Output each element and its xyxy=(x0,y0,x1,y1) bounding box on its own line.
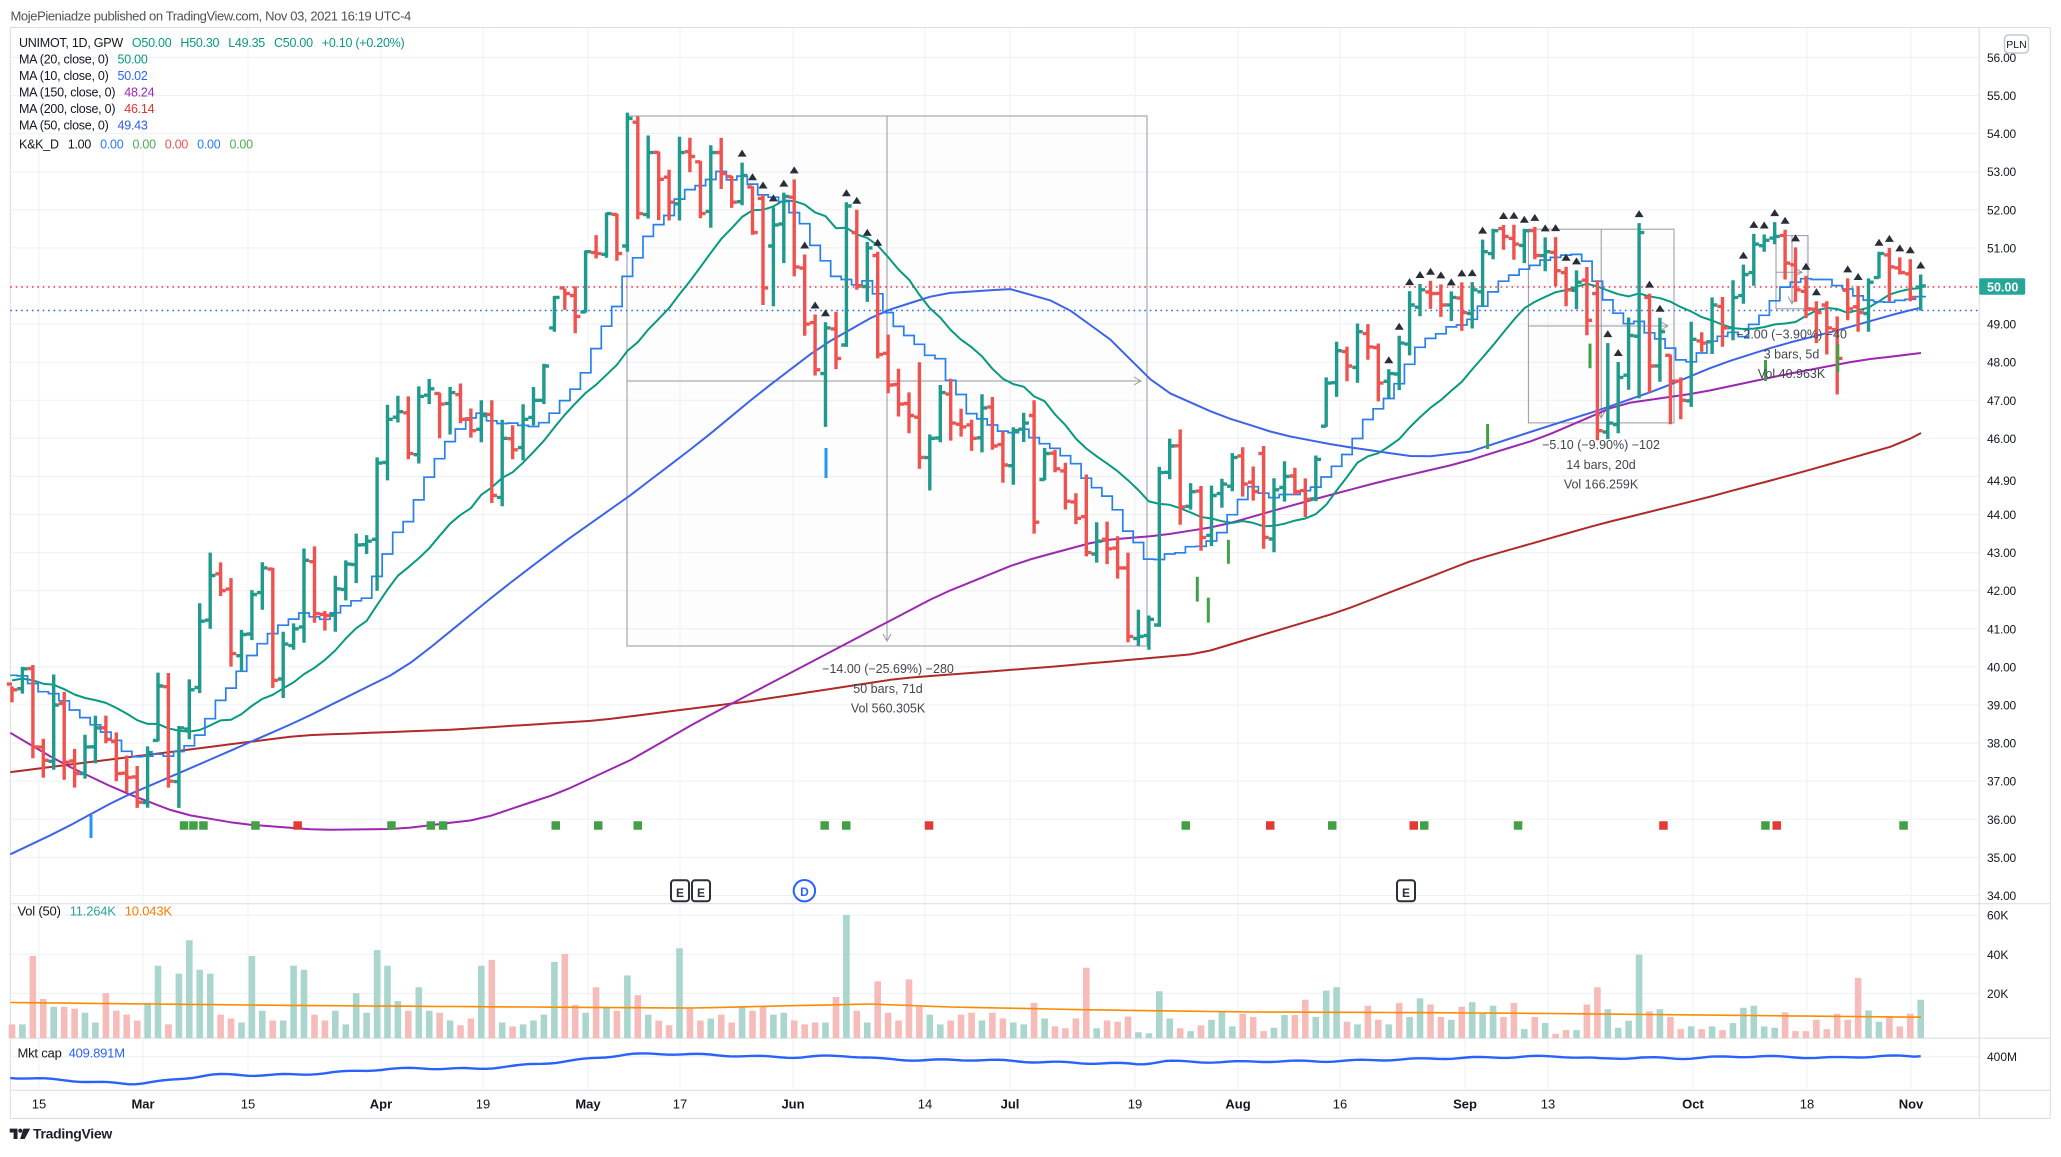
svg-text:E: E xyxy=(1402,886,1410,900)
svg-text:53.00: 53.00 xyxy=(1987,165,2017,179)
svg-text:49.00: 49.00 xyxy=(1987,318,2017,332)
svg-text:47.00: 47.00 xyxy=(1987,394,2017,408)
svg-text:E: E xyxy=(676,886,684,900)
svg-text:36.00: 36.00 xyxy=(1987,813,2017,827)
svg-text:60K: 60K xyxy=(1987,909,2008,923)
svg-text:19: 19 xyxy=(1128,1097,1142,1112)
svg-text:MojePieniadze published on Tra: MojePieniadze published on TradingView.c… xyxy=(11,9,412,24)
svg-text:Vol 560.305K: Vol 560.305K xyxy=(851,702,926,716)
svg-text:K&K_D1.000.000.000.000.000.00: K&K_D 1.00 0.00 0.00 0.00 0.00 0.00 xyxy=(19,137,253,151)
svg-text:38.00: 38.00 xyxy=(1987,737,2017,751)
svg-text:40K: 40K xyxy=(1987,948,2008,962)
svg-text:14: 14 xyxy=(918,1097,932,1112)
svg-text:43.00: 43.00 xyxy=(1987,546,2017,560)
svg-text:40.00: 40.00 xyxy=(1987,660,2017,674)
svg-text:Oct: Oct xyxy=(1682,1097,1704,1112)
svg-text:19: 19 xyxy=(476,1097,490,1112)
svg-text:TradingView: TradingView xyxy=(33,1126,112,1142)
svg-text:50 bars, 71d: 50 bars, 71d xyxy=(853,682,923,696)
svg-text:55.00: 55.00 xyxy=(1987,89,2017,103)
svg-text:MA (200, close, 0)46.14: MA (200, close, 0) 46.14 xyxy=(19,102,155,116)
svg-text:Mar: Mar xyxy=(131,1097,154,1112)
svg-text:44.00: 44.00 xyxy=(1987,508,2017,522)
svg-text:35.00: 35.00 xyxy=(1987,851,2017,865)
svg-text:44.90: 44.90 xyxy=(1987,474,2017,488)
svg-text:39.00: 39.00 xyxy=(1987,699,2017,713)
svg-text:56.00: 56.00 xyxy=(1987,51,2017,65)
svg-text:MA (20, close, 0)50.00: MA (20, close, 0) 50.00 xyxy=(19,53,148,67)
svg-text:14 bars, 20d: 14 bars, 20d xyxy=(1566,458,1636,472)
svg-text:Jun: Jun xyxy=(781,1097,804,1112)
svg-text:D: D xyxy=(800,885,809,899)
svg-text:−14.00 (−25.69%) −280: −14.00 (−25.69%) −280 xyxy=(822,662,954,676)
svg-text:Apr: Apr xyxy=(370,1097,392,1112)
svg-text:Aug: Aug xyxy=(1225,1097,1250,1112)
svg-text:42.00: 42.00 xyxy=(1987,584,2017,598)
svg-text:Sep: Sep xyxy=(1453,1097,1477,1112)
svg-text:May: May xyxy=(575,1097,601,1112)
svg-text:Jul: Jul xyxy=(1001,1097,1020,1112)
svg-text:E: E xyxy=(697,886,705,900)
svg-text:PLN: PLN xyxy=(2006,39,2026,51)
svg-text:17: 17 xyxy=(673,1097,687,1112)
svg-text:Nov: Nov xyxy=(1899,1097,1924,1112)
svg-text:MA (50, close, 0)49.43: MA (50, close, 0) 49.43 xyxy=(19,119,148,133)
svg-text:15: 15 xyxy=(241,1097,255,1112)
svg-text:−2.00 (−3.90%) −40: −2.00 (−3.90%) −40 xyxy=(1736,328,1847,342)
svg-text:13: 13 xyxy=(1541,1097,1555,1112)
svg-text:16: 16 xyxy=(1333,1097,1347,1112)
svg-text:37.00: 37.00 xyxy=(1987,775,2017,789)
svg-text:Vol 40.963K: Vol 40.963K xyxy=(1758,367,1826,381)
svg-text:−5.10 (−9.90%) −102: −5.10 (−9.90%) −102 xyxy=(1542,438,1660,452)
svg-text:MA (150, close, 0)48.24: MA (150, close, 0) 48.24 xyxy=(19,86,155,100)
svg-text:46.00: 46.00 xyxy=(1987,432,2017,446)
svg-text:MA (10, close, 0)50.02: MA (10, close, 0) 50.02 xyxy=(19,69,148,83)
svg-text:54.00: 54.00 xyxy=(1987,127,2017,141)
svg-text:41.00: 41.00 xyxy=(1987,622,2017,636)
svg-text:50.00: 50.00 xyxy=(1987,281,2018,295)
svg-text:48.00: 48.00 xyxy=(1987,356,2017,370)
svg-text:18: 18 xyxy=(1800,1097,1814,1112)
svg-text:51.00: 51.00 xyxy=(1987,241,2017,255)
svg-text:3 bars, 5d: 3 bars, 5d xyxy=(1764,347,1820,361)
svg-text:34.00: 34.00 xyxy=(1987,889,2017,903)
svg-text:400M: 400M xyxy=(1987,1050,2017,1064)
svg-text:Vol 166.259K: Vol 166.259K xyxy=(1564,478,1639,492)
svg-text:20K: 20K xyxy=(1987,987,2008,1001)
svg-text:15: 15 xyxy=(32,1097,46,1112)
svg-text:52.00: 52.00 xyxy=(1987,203,2017,217)
